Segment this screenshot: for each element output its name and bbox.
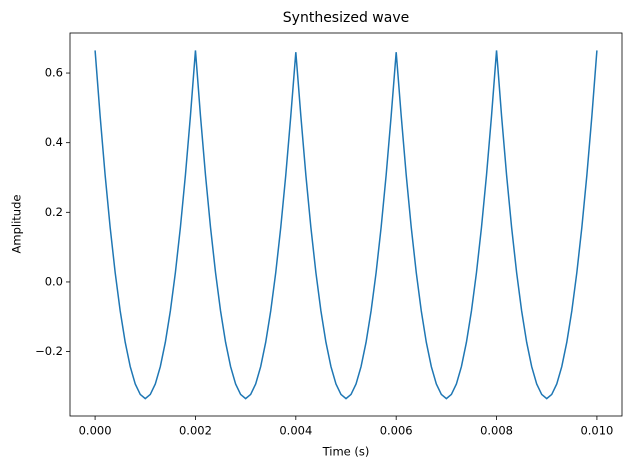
plot-frame [69, 32, 623, 417]
chart-title: Synthesized wave [283, 10, 409, 26]
y-tick-label: 0.6 [45, 66, 63, 80]
x-tick-label: 0.008 [480, 424, 513, 438]
y-tick-label: 0.4 [45, 135, 63, 149]
y-tick-label: 0.0 [45, 274, 63, 288]
x-tick-label: 0.004 [279, 424, 312, 438]
y-axis-label: Amplitude [10, 195, 24, 254]
y-tick-label: 0.2 [45, 205, 63, 219]
y-tick-label: −0.2 [35, 344, 63, 358]
x-axis-label: Time (s) [322, 445, 370, 459]
line-series [94, 50, 598, 400]
x-tick-label: 0.010 [580, 424, 613, 438]
x-tick-label: 0.006 [380, 424, 413, 438]
x-tick-label: 0.002 [179, 424, 212, 438]
x-tick-label: 0.000 [79, 424, 112, 438]
